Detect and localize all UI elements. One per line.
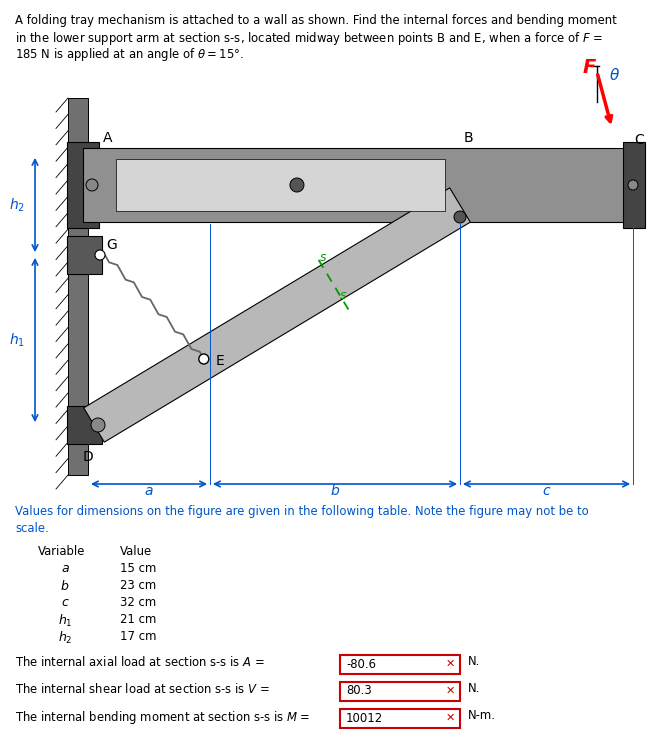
Bar <box>67 236 102 274</box>
Text: $\theta$: $\theta$ <box>609 67 620 83</box>
Text: $a$: $a$ <box>145 484 154 498</box>
Text: 23 cm: 23 cm <box>120 579 157 592</box>
Text: s: s <box>320 250 326 264</box>
Bar <box>68 98 88 475</box>
Bar <box>83 148 640 222</box>
Bar <box>67 142 99 228</box>
Text: A folding tray mechanism is attached to a wall as shown. Find the internal force: A folding tray mechanism is attached to … <box>15 14 617 27</box>
Circle shape <box>91 418 105 432</box>
Bar <box>340 655 460 674</box>
Text: Values for dimensions on the figure are given in the following table. Note the f: Values for dimensions on the figure are … <box>15 505 589 518</box>
Text: ✕: ✕ <box>446 686 455 696</box>
Text: E: E <box>215 354 224 368</box>
Bar <box>340 709 460 728</box>
Text: in the lower support arm at section s-s, located midway between points B and E, : in the lower support arm at section s-s,… <box>15 30 603 47</box>
Polygon shape <box>84 188 470 442</box>
Text: A: A <box>103 131 113 145</box>
Text: The internal shear load at section s-s is $\it{V}$ =: The internal shear load at section s-s i… <box>15 682 270 696</box>
Bar <box>116 159 445 211</box>
Text: N.: N. <box>468 655 480 668</box>
Text: 15 cm: 15 cm <box>120 562 157 575</box>
Text: Variable: Variable <box>38 545 85 558</box>
Text: F: F <box>583 59 596 78</box>
Text: The internal bending moment at section s-s is $\it{M}$ =: The internal bending moment at section s… <box>15 709 310 726</box>
Text: $h_2$: $h_2$ <box>9 196 25 213</box>
Text: C: C <box>634 133 644 147</box>
Circle shape <box>86 179 98 191</box>
Text: -80.6: -80.6 <box>346 657 376 670</box>
Text: 10012: 10012 <box>346 712 383 725</box>
Circle shape <box>628 180 638 190</box>
Text: ✕: ✕ <box>446 659 455 669</box>
Text: G: G <box>107 238 117 252</box>
Text: The internal axial load at section s-s is $\it{A}$ =: The internal axial load at section s-s i… <box>15 655 264 669</box>
Text: N.: N. <box>468 682 480 695</box>
Text: 32 cm: 32 cm <box>120 596 157 609</box>
Text: ✕: ✕ <box>446 713 455 723</box>
Text: $h_2$: $h_2$ <box>58 630 73 646</box>
Text: $c$: $c$ <box>541 484 551 498</box>
Text: 185 N is applied at an angle of $\theta = 15°$.: 185 N is applied at an angle of $\theta … <box>15 46 244 63</box>
Text: s: s <box>340 290 346 302</box>
Text: $b$: $b$ <box>330 483 340 498</box>
Circle shape <box>198 354 209 364</box>
Text: 17 cm: 17 cm <box>120 630 157 643</box>
Text: $a$: $a$ <box>61 562 69 575</box>
Text: 80.3: 80.3 <box>346 685 372 697</box>
Text: scale.: scale. <box>15 522 49 535</box>
Text: N-m.: N-m. <box>468 709 496 722</box>
Text: 21 cm: 21 cm <box>120 613 157 626</box>
Text: $c$: $c$ <box>61 596 69 609</box>
Text: $b$: $b$ <box>61 579 70 593</box>
Bar <box>67 406 102 444</box>
Circle shape <box>454 211 466 223</box>
Circle shape <box>95 250 105 260</box>
Circle shape <box>290 178 304 192</box>
Text: D: D <box>83 450 93 464</box>
Bar <box>623 142 645 228</box>
Text: $h_1$: $h_1$ <box>9 331 25 348</box>
Text: Value: Value <box>120 545 152 558</box>
Text: $h_1$: $h_1$ <box>58 613 73 629</box>
Bar <box>340 682 460 701</box>
Text: B: B <box>463 131 473 145</box>
